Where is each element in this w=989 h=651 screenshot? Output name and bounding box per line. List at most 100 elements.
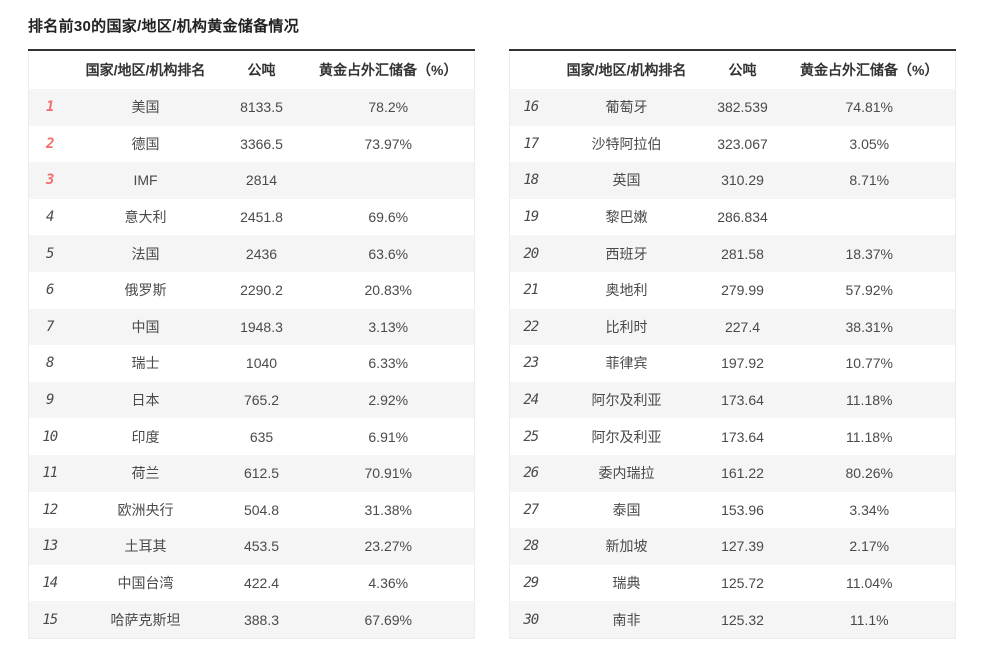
country-cell: 欧洲央行 <box>117 501 174 518</box>
pct-cell: 73.97% <box>364 135 412 152</box>
table-header-row: 国家/地区/机构排名 公吨 黄金占外汇储备（%） <box>509 50 956 89</box>
tonnes-cell: 153.96 <box>721 501 764 518</box>
country-cell: 德国 <box>131 135 160 152</box>
tonnes-cell: 2814 <box>220 162 303 199</box>
pct-cell: 3.05% <box>849 135 890 152</box>
tonnes-cell: 2436 <box>220 235 303 272</box>
pct-cell: 38.31% <box>783 308 956 346</box>
col-header-tonnes: 公吨 <box>220 50 303 89</box>
country-cell: 英国 <box>551 162 702 199</box>
tonnes-cell: 2290.2 <box>240 282 283 299</box>
table-row: 21 奥地利 279.99 57.92% <box>510 272 956 309</box>
pct-cell: 69.6% <box>368 209 409 226</box>
tonnes-cell: 8133.5 <box>220 89 303 126</box>
rank-cell: 9 <box>28 381 71 419</box>
country-cell: 阿尔及利亚 <box>591 428 662 445</box>
tonnes-cell: 422.4 <box>243 575 280 592</box>
rank-cell: 14 <box>42 575 58 592</box>
col-header-rank <box>509 50 552 89</box>
tonnes-cell: 1040 <box>245 355 278 372</box>
country-cell: 印度 <box>131 428 160 445</box>
table-row: 14 中国台湾 422.4 4.36% <box>29 565 475 602</box>
table-row: 23 菲律宾 197.92 10.77% <box>510 345 956 382</box>
country-cell: 泰国 <box>612 501 641 518</box>
rank-cell: 6 <box>46 282 54 299</box>
tonnes-cell: 197.92 <box>721 355 764 372</box>
country-cell: 瑞士 <box>131 355 160 372</box>
pct-cell: 8.71% <box>783 162 956 199</box>
rank-cell: 19 <box>523 209 539 226</box>
rank-cell: 11 <box>28 454 71 492</box>
tonnes-cell: 125.32 <box>701 601 784 639</box>
table-row: 19 黎巴嫩 286.834 <box>510 199 956 236</box>
country-cell: 法国 <box>70 235 221 272</box>
rank-cell: 27 <box>523 501 539 518</box>
pct-cell: 11.04% <box>846 575 893 592</box>
country-cell: 土耳其 <box>70 528 221 565</box>
pct-cell: 10.77% <box>845 355 893 372</box>
tonnes-cell: 127.39 <box>701 528 784 565</box>
tonnes-cell: 173.64 <box>701 381 784 419</box>
tonnes-cell: 765.2 <box>220 381 303 419</box>
pct-cell: 4.36% <box>368 575 409 592</box>
pct-cell: 57.92% <box>845 282 893 299</box>
table-row: 22 比利时 227.4 38.31% <box>509 308 956 346</box>
rank-cell: 20 <box>509 235 552 272</box>
pct-cell: 20.83% <box>364 282 412 299</box>
country-cell: 日本 <box>70 381 221 419</box>
tonnes-cell: 388.3 <box>220 601 303 639</box>
rank-cell: 28 <box>509 528 552 565</box>
rank-cell: 23 <box>523 355 539 372</box>
table-row: 18 英国 310.29 8.71% <box>509 162 956 199</box>
country-cell: 沙特阿拉伯 <box>591 135 662 152</box>
table-row: 24 阿尔及利亚 173.64 11.18% <box>509 381 956 419</box>
pct-cell: 80.26% <box>783 454 956 492</box>
tonnes-cell: 504.8 <box>243 501 280 518</box>
pct-cell: 3.13% <box>302 308 475 346</box>
pct-cell: 23.27% <box>302 528 475 565</box>
table-row: 11 荷兰 612.5 70.91% <box>28 454 475 492</box>
rank-cell: 18 <box>509 162 552 199</box>
rank-cell: 5 <box>28 235 71 272</box>
pct-cell: 63.6% <box>302 235 475 272</box>
pct-cell <box>302 162 475 199</box>
rank-cell: 17 <box>523 135 539 152</box>
table-row: 8 瑞士 1040 6.33% <box>29 345 475 382</box>
table-row: 6 俄罗斯 2290.2 20.83% <box>29 272 475 309</box>
rank-cell: 1 <box>28 89 71 126</box>
country-cell: 意大利 <box>124 209 167 226</box>
country-cell: IMF <box>70 162 221 199</box>
country-cell: 委内瑞拉 <box>551 454 702 492</box>
pct-cell: 11.18% <box>783 381 956 419</box>
table-header-row: 国家/地区/机构排名 公吨 黄金占外汇储备（%） <box>28 50 475 89</box>
country-cell: 奥地利 <box>605 282 648 299</box>
rank-cell: 4 <box>46 209 54 226</box>
pct-cell: 6.33% <box>368 355 409 372</box>
table-row: 20 西班牙 281.58 18.37% <box>509 235 956 272</box>
table-row: 27 泰国 153.96 3.34% <box>510 492 956 529</box>
rank-cell: 21 <box>523 282 539 299</box>
country-cell: 瑞典 <box>612 575 641 592</box>
pct-cell: 2.92% <box>302 381 475 419</box>
table-body-right: 16 葡萄牙 382.539 74.81% 17 沙特阿拉伯 323.067 3… <box>509 89 956 639</box>
tonnes-cell: 1948.3 <box>220 308 303 346</box>
table-row: 17 沙特阿拉伯 323.067 3.05% <box>510 126 956 163</box>
country-cell: 黎巴嫩 <box>605 209 648 226</box>
col-header-name: 国家/地区/机构排名 <box>70 50 221 89</box>
pct-cell: 67.69% <box>302 601 475 639</box>
rank-cell: 8 <box>46 355 54 372</box>
country-cell: 南非 <box>551 601 702 639</box>
rank-cell: 22 <box>509 308 552 346</box>
table-row: 10 印度 635 6.91% <box>29 418 475 455</box>
col-header-tonnes: 公吨 <box>701 50 784 89</box>
tonnes-cell: 382.539 <box>701 89 784 126</box>
pct-cell: 6.91% <box>368 428 409 445</box>
country-cell: 中国 <box>70 308 221 346</box>
table-row: 12 欧洲央行 504.8 31.38% <box>29 492 475 529</box>
col-header-pct: 黄金占外汇储备（%） <box>302 50 475 89</box>
tonnes-cell: 281.58 <box>701 235 784 272</box>
country-cell: 美国 <box>70 89 221 126</box>
col-header-pct: 黄金占外汇储备（%） <box>783 50 956 89</box>
pct-cell <box>784 199 956 236</box>
country-cell: 俄罗斯 <box>124 282 167 299</box>
